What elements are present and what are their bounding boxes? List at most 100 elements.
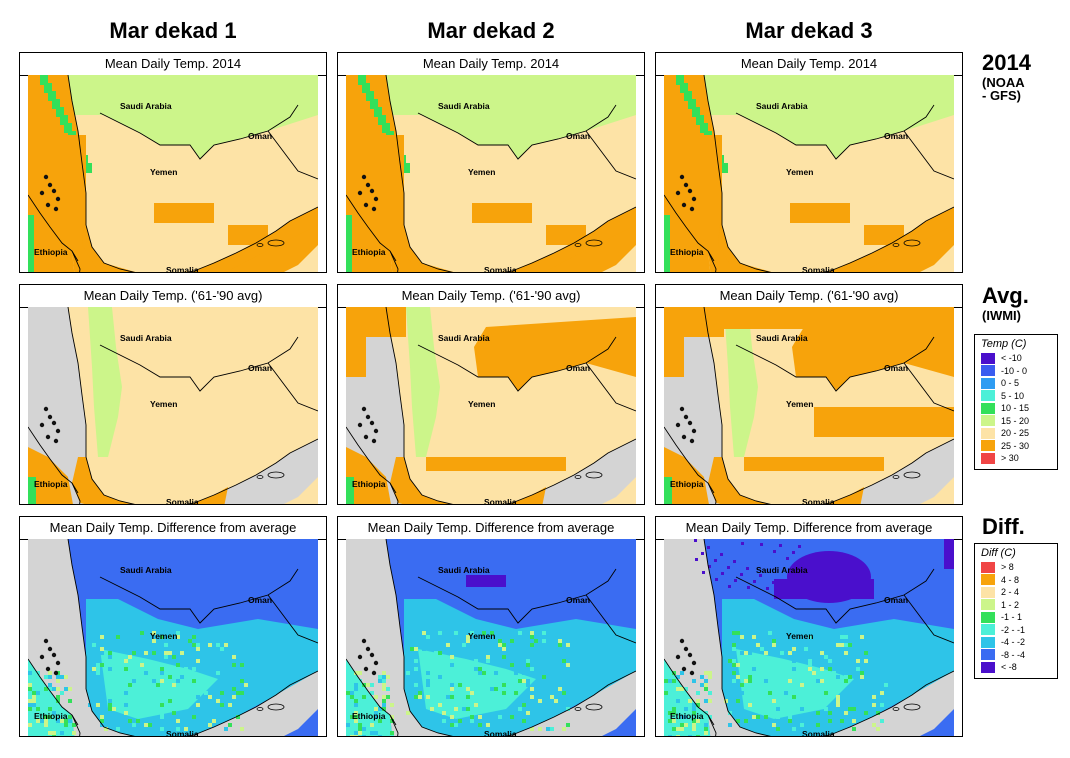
panel-title: Mean Daily Temp. Difference from average [20, 517, 326, 540]
ethiopia-label: Ethiopia [670, 479, 704, 489]
temp-legend-label: > 30 [1001, 453, 1019, 464]
row-label-avg-source: (IWMI) [982, 308, 1021, 323]
temp-legend-label: 0 - 5 [1001, 378, 1020, 389]
ethiopia-label: Ethiopia [34, 711, 68, 721]
saudi-arabia-label: Saudi Arabia [120, 101, 172, 111]
yemen-region-map: Saudi Arabia Oman Yemen Ethiopia Somalia [346, 75, 636, 272]
diff-legend-label: -2 - -1 [1001, 624, 1026, 635]
ethiopia-label: Ethiopia [670, 247, 704, 257]
column-title-dekad-2: Mar dekad 2 [427, 18, 555, 43]
map-panel-difference-dekad-3: Mean Daily Temp. Difference from average… [655, 516, 963, 737]
diff-legend-swatch [981, 561, 995, 573]
panel-title: Mean Daily Temp. 2014 [338, 53, 644, 76]
panel-title: Mean Daily Temp. Difference from average [656, 517, 962, 540]
yemen-region-map: Saudi Arabia Oman Yemen Ethiopia Somalia [664, 75, 954, 272]
saudi-arabia-label: Saudi Arabia [756, 101, 808, 111]
diff-legend-swatch [981, 574, 995, 586]
diff-legend-swatch [981, 586, 995, 598]
saudi-arabia-label: Saudi Arabia [438, 565, 490, 575]
yemen-label: Yemen [150, 167, 177, 177]
ethiopia-label: Ethiopia [352, 247, 386, 257]
diff-legend-swatch [981, 649, 995, 661]
saudi-arabia-label: Saudi Arabia [756, 333, 808, 343]
diff-legend-swatch [981, 599, 995, 611]
panel-title: Mean Daily Temp. ('61-'90 avg) [656, 285, 962, 308]
row-label-avg: Avg. (IWMI) [982, 283, 1029, 323]
map-panel-forecast-dekad-3: Mean Daily Temp. 2014 Saudi Arabia Oman Yem… [655, 52, 963, 273]
oman-label: Oman [248, 131, 272, 141]
temp-legend-swatch [981, 352, 995, 364]
diff-legend-item: -8 - -4 [981, 649, 1052, 662]
temp-legend-label: 15 - 20 [1001, 415, 1030, 426]
temp-legend-item: < -10 [981, 352, 1052, 365]
yemen-label: Yemen [468, 167, 495, 177]
yemen-region-map: Saudi Arabia Oman Yemen Ethiopia Somalia [346, 539, 636, 736]
map-panel-difference-dekad-1: Mean Daily Temp. Difference from average… [19, 516, 327, 737]
diff-legend-label: < -8 [1001, 662, 1017, 673]
oman-label: Oman [884, 131, 908, 141]
ethiopia-label: Ethiopia [352, 479, 386, 489]
diff-legend-item: < -8 [981, 661, 1052, 674]
diff-legend-swatch [981, 661, 995, 673]
diff-legend-title: Diff (C) [981, 547, 1016, 559]
temp-legend-swatch [981, 377, 995, 389]
diff-legend-item: -1 - 1 [981, 611, 1052, 624]
yemen-region-map: Saudi Arabia Oman Yemen Ethiopia Somalia [28, 307, 318, 504]
saudi-arabia-label: Saudi Arabia [438, 333, 490, 343]
somalia-label: Somalia [484, 729, 517, 736]
temp-legend-label: 25 - 30 [1001, 440, 1030, 451]
ethiopia-label: Ethiopia [670, 711, 704, 721]
oman-label: Oman [884, 363, 908, 373]
row-label-2014: 2014 (NOAA - GFS) [982, 50, 1031, 103]
yemen-label: Yemen [786, 399, 813, 409]
diff-legend-label: -4 - -2 [1001, 637, 1026, 648]
yemen-region-map: Saudi Arabia Oman Yemen Ethiopia Somalia [346, 307, 636, 504]
temp-legend-item: 10 - 15 [981, 402, 1052, 415]
diff-legend-item: -4 - -2 [981, 636, 1052, 649]
oman-label: Oman [566, 131, 590, 141]
temp-legend-item: 5 - 10 [981, 390, 1052, 403]
somalia-label: Somalia [484, 497, 517, 504]
temp-legend-item: 15 - 20 [981, 415, 1052, 428]
oman-label: Oman [884, 595, 908, 605]
diff-legend-item: 4 - 8 [981, 574, 1052, 587]
panel-title: Mean Daily Temp. ('61-'90 avg) [338, 285, 644, 308]
yemen-region-map: Saudi Arabia Oman Yemen Ethiopia Somalia [28, 75, 318, 272]
row-label-2014-title: 2014 [982, 50, 1031, 75]
ethiopia-label: Ethiopia [34, 479, 68, 489]
column-title-dekad-3: Mar dekad 3 [745, 18, 873, 43]
ethiopia-label: Ethiopia [34, 247, 68, 257]
temp-legend-label: 20 - 25 [1001, 428, 1030, 439]
temp-legend-swatch [981, 402, 995, 414]
somalia-label: Somalia [802, 729, 835, 736]
temp-legend-swatch [981, 452, 995, 464]
temp-legend-item: 25 - 30 [981, 440, 1052, 453]
diff-legend-item: -2 - -1 [981, 624, 1052, 637]
temp-legend-label: < -10 [1001, 353, 1022, 364]
diff-legend-label: -8 - -4 [1001, 649, 1026, 660]
saudi-arabia-label: Saudi Arabia [120, 565, 172, 575]
temp-legend-swatch [981, 427, 995, 439]
somalia-label: Somalia [166, 729, 199, 736]
panel-title: Mean Daily Temp. 2014 [20, 53, 326, 76]
temp-legend-item: -10 - 0 [981, 365, 1052, 378]
temp-legend-label: -10 - 0 [1001, 365, 1028, 376]
diff-legend-swatch [981, 611, 995, 623]
somalia-label: Somalia [802, 265, 835, 272]
temp-legend-label: 5 - 10 [1001, 390, 1025, 401]
row-label-diff: Diff. [982, 516, 1025, 538]
ethiopia-label: Ethiopia [352, 711, 386, 721]
temp-legend-swatch [981, 415, 995, 427]
yemen-label: Yemen [786, 167, 813, 177]
somalia-label: Somalia [802, 497, 835, 504]
diff-legend-swatch [981, 636, 995, 648]
diff-legend-item: > 8 [981, 561, 1052, 574]
panel-title: Mean Daily Temp. Difference from average [338, 517, 644, 540]
yemen-label: Yemen [150, 631, 177, 641]
oman-label: Oman [248, 363, 272, 373]
yemen-label: Yemen [786, 631, 813, 641]
diff-legend-label: 2 - 4 [1001, 587, 1020, 598]
temp-legend-title: Temp (C) [981, 338, 1027, 350]
row-label-avg-title: Avg. [982, 283, 1029, 308]
